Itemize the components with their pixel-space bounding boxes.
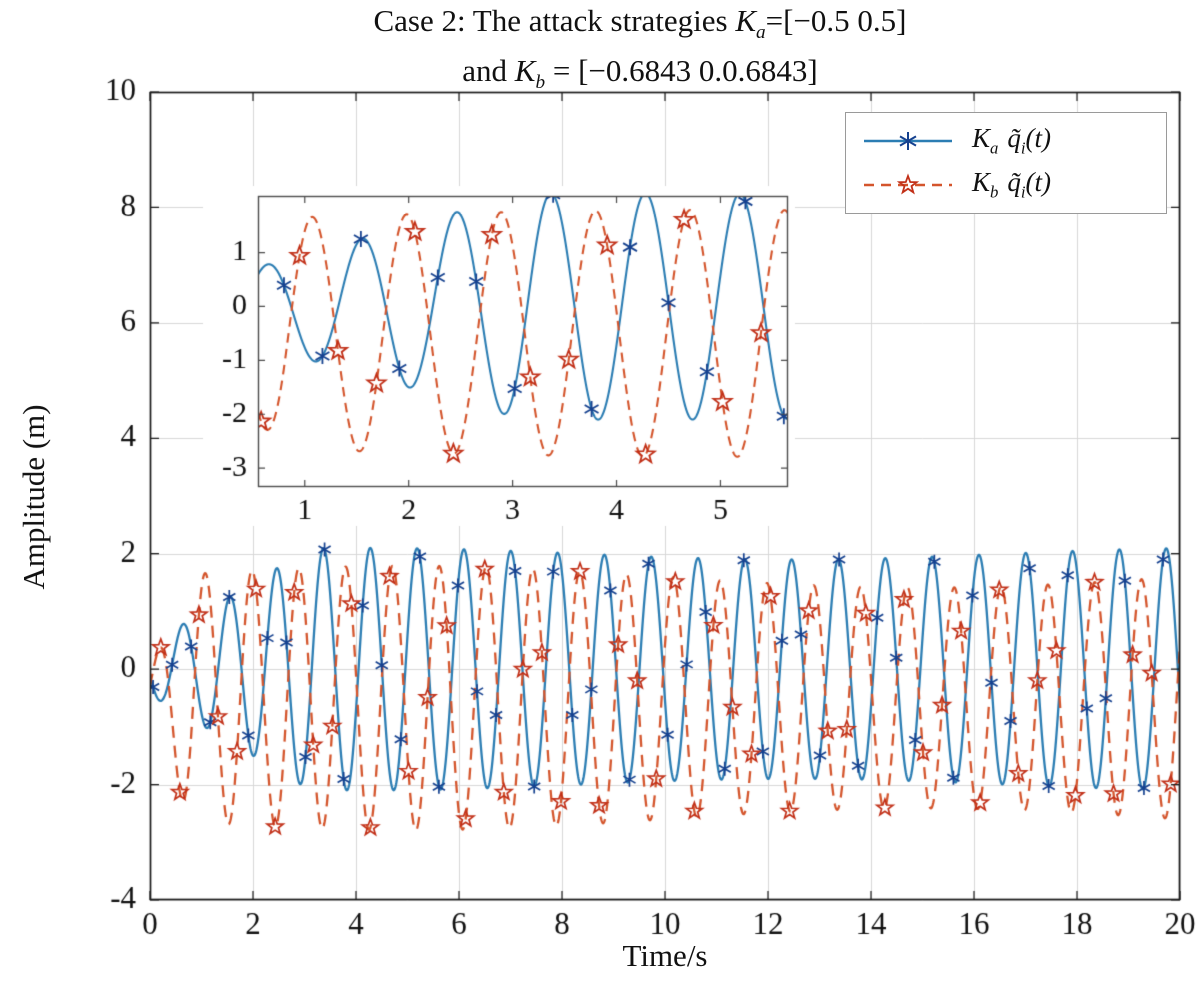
kb-symbol: K [514, 53, 536, 89]
chart-title-line-2: and Kb = [−0.6843 0.0.6843] [90, 52, 1190, 102]
legend-tail: (t) [1025, 123, 1052, 154]
legend-label-ka: Ka q̃i(t) [972, 123, 1051, 158]
legend-k: K [972, 123, 991, 154]
legend-q: q̃ [1007, 123, 1021, 154]
legend-item-ka[interactable]: Ka q̃i(t) [858, 123, 1154, 158]
kb-value: = [−0.6843 0.0.6843] [545, 53, 818, 89]
title-text: Case 2: The attack strategies [373, 3, 736, 38]
ka-subscript: a [756, 22, 766, 44]
y-axis-label: Amplitude (m) [16, 404, 51, 590]
legend-q: q̃ [1007, 167, 1021, 198]
chart-title: Case 2: The attack strategies Ka=[−0.5 0… [90, 2, 1190, 102]
legend-q-sub: i [1020, 182, 1026, 202]
legend-sample-kb-line [864, 173, 952, 195]
legend-sample-ka-line [864, 132, 952, 151]
pentagram-marker-icon [896, 173, 920, 195]
ka-value: =[−0.5 0.5] [765, 3, 907, 38]
ka-symbol: K [735, 3, 757, 38]
legend-label-kb: Kb q̃i(t) [972, 167, 1051, 202]
legend-item-kb[interactable]: Kb q̃i(t) [858, 167, 1154, 202]
chart-title-line-1: Case 2: The attack strategies Ka=[−0.5 0… [90, 2, 1190, 52]
asterisk-marker-icon [899, 132, 917, 151]
legend: Ka q̃i(t) Kb q̃i(t) [845, 112, 1167, 214]
legend-k: K [972, 167, 991, 198]
legend-tail: (t) [1025, 167, 1052, 198]
legend-k-sub: b [990, 182, 999, 202]
x-axis-label: Time/s [622, 938, 708, 973]
title-text: and [462, 53, 515, 89]
legend-k-sub: a [990, 138, 999, 158]
kb-subscript: b [535, 72, 546, 94]
legend-q-sub: i [1020, 138, 1026, 158]
